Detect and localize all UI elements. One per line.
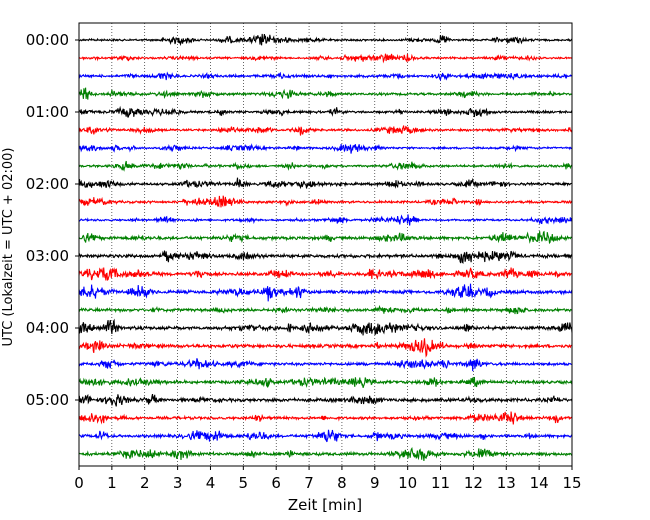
x-tick-label: 4 [206, 474, 216, 492]
y-tick-label: 02:00 [26, 175, 69, 193]
x-axis-ticks: 0 1 2 3 4 5 6 7 8 9 10 11 12 13 14 15 [74, 466, 582, 492]
trace-line [78, 304, 573, 315]
x-tick-label: 8 [337, 474, 347, 492]
x-tick-label: 7 [304, 474, 314, 492]
trace-line [78, 195, 573, 208]
x-tick-label: 10 [398, 474, 417, 492]
vertical-grid [111, 23, 540, 466]
trace-line [78, 447, 573, 461]
y-axis-label: UTC (Lokalzeit = UTC + 02:00) [1, 148, 16, 347]
x-axis-label: Zeit [min] [288, 496, 362, 514]
trace-line [78, 105, 573, 118]
x-tick-label: 3 [173, 474, 183, 492]
x-tick-label: 14 [530, 474, 549, 492]
trace-line [78, 250, 573, 264]
y-axis-ticks: 00:00 01:00 02:00 03:00 04:00 05:00 [26, 31, 79, 409]
trace-line [78, 230, 573, 245]
x-tick-label: 11 [431, 474, 450, 492]
x-tick-label: 2 [140, 474, 150, 492]
trace-line [78, 393, 573, 407]
trace-line [78, 71, 573, 82]
trace-line [78, 143, 573, 154]
trace-line [78, 33, 573, 47]
x-tick-label: 0 [74, 474, 84, 492]
trace-line [78, 160, 573, 172]
x-tick-label: 6 [271, 474, 281, 492]
trace-line [78, 338, 572, 358]
x-tick-label: 13 [497, 474, 516, 492]
trace-line [78, 376, 573, 388]
y-tick-label: 00:00 [26, 31, 69, 49]
y-tick-label: 01:00 [26, 103, 69, 121]
x-tick-label: 12 [464, 474, 483, 492]
trace-line [78, 429, 573, 443]
trace-line [78, 125, 573, 136]
trace-line [78, 358, 573, 372]
trace-line [78, 318, 573, 336]
trace-line [78, 411, 573, 425]
y-tick-label: 04:00 [26, 319, 69, 337]
trace-line [78, 177, 572, 190]
y-tick-label: 03:00 [26, 247, 69, 265]
trace-line [78, 283, 573, 302]
trace-line [78, 87, 573, 100]
plot-frame [78, 22, 573, 467]
trace-line [78, 53, 573, 64]
x-tick-label: 5 [239, 474, 249, 492]
x-tick-label: 9 [370, 474, 380, 492]
x-tick-label: 15 [562, 474, 581, 492]
y-tick-label: 05:00 [26, 391, 69, 409]
trace-group [78, 33, 573, 461]
trace-line [78, 267, 573, 281]
x-tick-label: 1 [107, 474, 117, 492]
trace-line [78, 214, 573, 226]
